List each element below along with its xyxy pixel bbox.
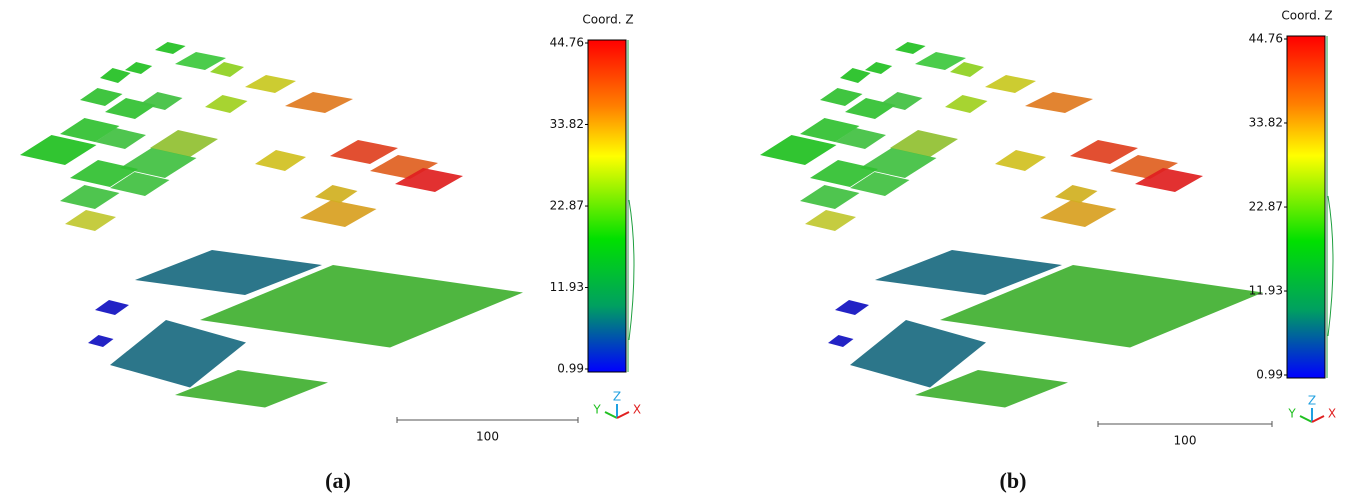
building [800, 185, 860, 209]
colorbar-tick-label: 11.93 [550, 280, 584, 294]
building [1025, 92, 1093, 113]
axis-x [617, 412, 629, 418]
colorbar-tick-label: 22.87 [1249, 200, 1283, 214]
caption: (a) [325, 468, 351, 493]
building [820, 88, 863, 106]
panel [760, 42, 1263, 408]
building [285, 92, 353, 113]
colorbar-tick-label: 0.99 [1256, 368, 1283, 382]
scale-bar [397, 417, 578, 423]
colorbar [1287, 36, 1325, 378]
axis-x-label: X [1328, 407, 1336, 421]
building [95, 300, 129, 315]
colorbar-tick-label: 22.87 [550, 199, 584, 213]
building [315, 185, 358, 203]
building [1055, 185, 1098, 203]
axis-z-label: Z [1308, 394, 1316, 408]
colorbar-tick-label: 33.82 [1249, 115, 1283, 129]
building [865, 62, 892, 74]
building [895, 42, 926, 54]
building [65, 210, 116, 231]
axis-x [1312, 416, 1324, 422]
axis-y [605, 412, 617, 418]
axis-z-label: Z [613, 390, 621, 404]
building [80, 88, 123, 106]
building [125, 62, 152, 74]
building [945, 95, 988, 113]
building [255, 150, 306, 171]
axis-y [1300, 416, 1312, 422]
scale-label: 100 [1174, 434, 1197, 448]
colorbar-tick-label: 33.82 [550, 117, 584, 131]
building [1070, 140, 1138, 164]
building [835, 300, 869, 315]
panel [20, 42, 523, 408]
colorbar-title: Coord. Z [582, 13, 633, 27]
axis-x-label: X [633, 403, 641, 417]
building [995, 150, 1046, 171]
axis-y-label: Y [592, 403, 601, 417]
colorbar-title: Coord. Z [1281, 9, 1332, 23]
building [88, 335, 114, 347]
building [300, 200, 377, 227]
building [950, 62, 984, 77]
building [985, 75, 1036, 93]
building [1040, 200, 1117, 227]
building [60, 185, 120, 209]
figure: Coord. Z44.7633.8222.8711.930.99100YZX(a… [0, 0, 1352, 503]
building [330, 140, 398, 164]
building [210, 62, 244, 77]
colorbar-tick-label: 11.93 [1249, 284, 1283, 298]
histogram [1327, 36, 1333, 378]
axis-y-label: Y [1287, 407, 1296, 421]
colorbar-tick-label: 44.76 [1249, 32, 1283, 46]
colorbar-tick-label: 0.99 [557, 362, 584, 376]
scale-label: 100 [476, 430, 499, 444]
building [205, 95, 248, 113]
colorbar-tick-label: 44.76 [550, 36, 584, 50]
caption: (b) [1000, 468, 1027, 493]
scale-bar [1098, 421, 1272, 427]
building [155, 42, 186, 54]
building [245, 75, 296, 93]
building [828, 335, 854, 347]
histogram [628, 40, 634, 372]
building [805, 210, 856, 231]
colorbar [588, 40, 626, 372]
